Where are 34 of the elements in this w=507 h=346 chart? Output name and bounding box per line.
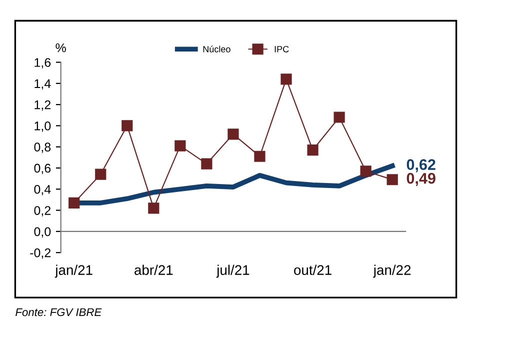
legend-label: Núcleo	[203, 46, 230, 52]
point	[334, 112, 345, 123]
point	[307, 144, 318, 156]
y-tick-label: 1,4	[34, 79, 51, 90]
x-tick-label: jan/21	[54, 264, 92, 278]
legend-label: IPC	[274, 46, 289, 52]
data-label: 0,49	[406, 172, 436, 186]
point	[122, 120, 133, 132]
point	[254, 150, 266, 162]
x-tick-label: out/21	[294, 264, 332, 275]
y-tick-label: 0,8	[34, 142, 51, 153]
point	[228, 128, 239, 140]
y-tick-label: 0,2	[34, 206, 50, 216]
point	[95, 168, 106, 180]
point	[201, 158, 212, 170]
y-tick-label: 0,4	[34, 184, 51, 196]
y-tick-label: 1,6	[34, 58, 51, 68]
y-tick-label: 0,6	[34, 164, 51, 174]
y-tick-label: 1,2	[34, 100, 50, 111]
point	[68, 197, 80, 208]
source-note: Fonte: FGV IBRE	[16, 308, 102, 316]
point	[280, 74, 292, 85]
y-tick-label: 1,0	[34, 122, 51, 132]
data-label: 0,62	[406, 159, 436, 172]
point	[174, 140, 186, 152]
point	[360, 166, 372, 177]
y-axis-title: %	[56, 43, 66, 52]
point	[148, 202, 160, 214]
y-tick-label: 0,0	[34, 227, 51, 238]
x-tick-label: jul/21	[216, 264, 250, 278]
x-tick-label: abr/21	[134, 264, 173, 275]
point	[386, 174, 398, 186]
x-tick-label: jan/22	[373, 264, 411, 278]
y-tick-label: -0,2	[30, 248, 50, 259]
